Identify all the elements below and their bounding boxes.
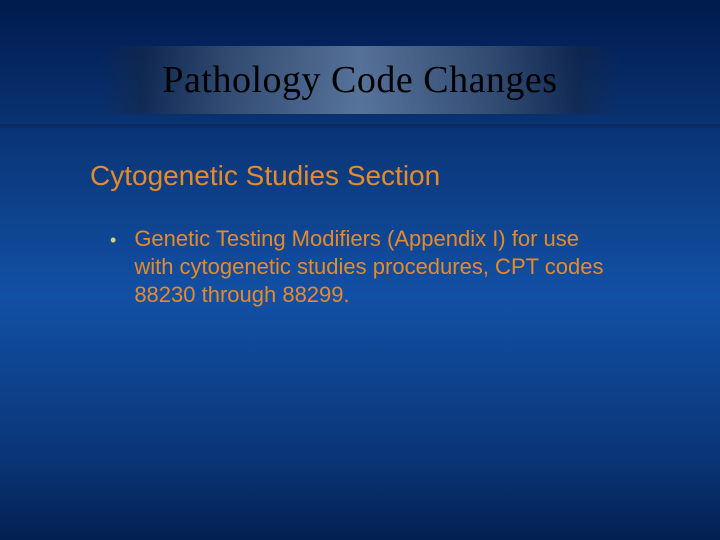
bullet-marker: •: [110, 229, 116, 309]
slide-title: Pathology Code Changes: [162, 58, 557, 102]
title-band: Pathology Code Changes: [100, 46, 620, 114]
slide: Pathology Code Changes Cytogenetic Studi…: [0, 0, 720, 540]
bullet-item: • Genetic Testing Modifiers (Appendix I)…: [110, 225, 620, 309]
title-underline: [0, 124, 720, 128]
subheading: Cytogenetic Studies Section: [90, 160, 440, 192]
bullet-text: Genetic Testing Modifiers (Appendix I) f…: [134, 225, 620, 309]
